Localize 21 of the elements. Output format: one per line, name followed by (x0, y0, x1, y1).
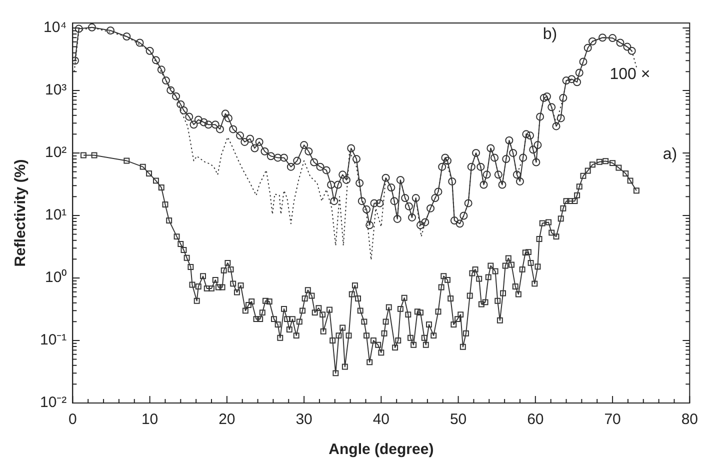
annotation: b) (542, 26, 558, 44)
x-axis-title: Angle (degree) (328, 441, 434, 458)
annotation: 100 × (610, 66, 650, 84)
y-tick-label: 10⁰ (44, 269, 67, 286)
x-tick-label: 30 (296, 411, 312, 428)
x-tick-label: 20 (218, 411, 236, 428)
x-tick-label: 50 (450, 411, 467, 428)
y-tick-label: 10² (44, 144, 67, 162)
x-tick-label: 60 (527, 411, 544, 428)
x-tick-label: 0 (68, 411, 77, 428)
annotation: a) (662, 146, 678, 164)
y-tick-label: 10⁻² (40, 394, 67, 412)
y-tick-label: 10⁴ (44, 19, 67, 36)
y-tick-label: 10³ (44, 82, 67, 99)
x-tick-label: 80 (681, 411, 698, 428)
y-axis-title: Reflectivity (%) (12, 159, 30, 267)
y-tick-label: 10⁻¹ (40, 332, 67, 349)
y-tick-label: 10¹ (44, 206, 67, 224)
x-tick-label: 40 (372, 411, 390, 428)
x-tick-label: 70 (604, 411, 621, 428)
x-tick-label: 10 (141, 411, 158, 428)
